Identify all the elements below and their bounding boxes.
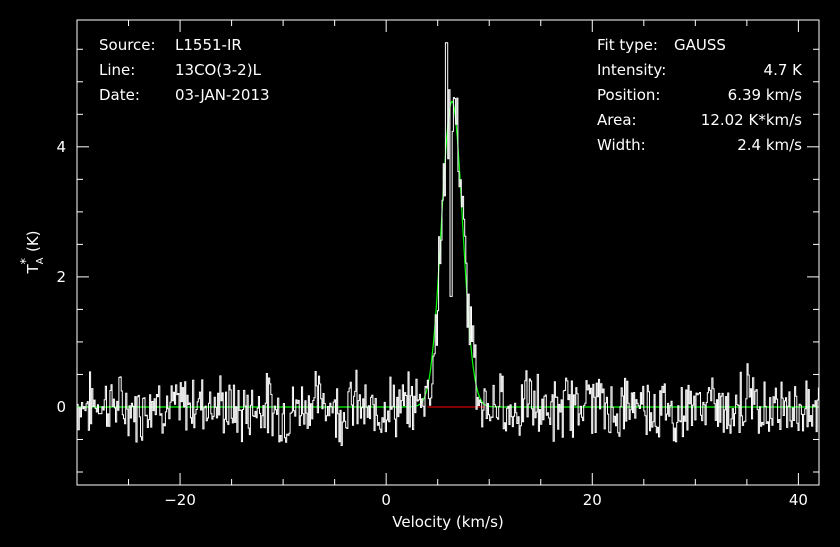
- plot-frame: [76, 19, 820, 486]
- info-right-value: 12.02 K*km/s: [701, 111, 802, 129]
- info-right-value: GAUSS: [674, 36, 726, 54]
- spectrum-layer: [77, 42, 820, 446]
- y-axis-unit: (K): [24, 230, 42, 252]
- axis-tick-labels: −20 0 20 40 0 2 4: [56, 138, 807, 509]
- info-right-key: Area:: [597, 111, 637, 129]
- info-right-key: Intensity:: [597, 61, 666, 79]
- x-tick-label: −20: [164, 491, 196, 509]
- info-right-value: 4.7 K: [764, 61, 804, 79]
- y-tick-label: 0: [56, 398, 66, 416]
- x-tick-label: 20: [583, 491, 602, 509]
- info-left-key: Line:: [99, 61, 135, 79]
- y-axis-symbol: T: [24, 264, 42, 275]
- info-right: Fit type: GAUSS Intensity: 4.7 K Position: 6.…: [597, 36, 803, 154]
- info-left-value: 13CO(3-2)L: [175, 61, 262, 79]
- y-axis-title: TA* (K): [19, 230, 46, 274]
- info-right-key: Fit type:: [597, 36, 658, 54]
- y-tick-label: 4: [56, 138, 66, 156]
- info-left-value: 03-JAN-2013: [175, 86, 270, 104]
- info-left-value: L1551-IR: [175, 36, 242, 54]
- x-tick-label: 40: [789, 491, 808, 509]
- x-tick-label: 0: [381, 491, 391, 509]
- y-axis-superscript: *: [19, 258, 34, 265]
- svg-text:TA*(K): TA* (K): [19, 230, 46, 274]
- x-axis-title: Velocity (km/s): [392, 513, 503, 531]
- info-right-key: Width:: [597, 136, 646, 154]
- y-axis-subscript: A: [35, 257, 46, 264]
- info-right-value: 2.4 km/s: [737, 136, 802, 154]
- info-right-value: 6.39 km/s: [728, 86, 803, 104]
- info-right-key: Position:: [597, 86, 660, 104]
- y-tick-label: 2: [56, 268, 66, 286]
- axis-ticks: [76, 20, 819, 485]
- spectrum-line: [77, 42, 820, 446]
- info-left: Source: L1551-IR Line: 13CO(3-2)L Date: 03-JA…: [99, 36, 270, 104]
- info-left-key: Source:: [99, 36, 156, 54]
- info-left-key: Date:: [99, 86, 140, 104]
